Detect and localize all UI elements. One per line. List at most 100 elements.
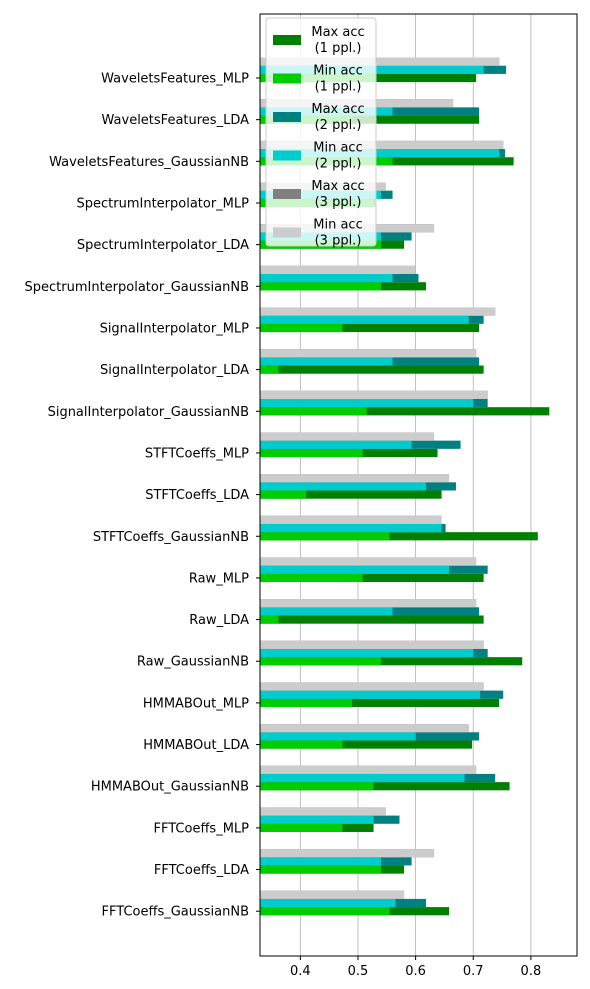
- y-tick-label: Raw_GaussianNB: [137, 655, 249, 670]
- x-tick-label: 0.4: [290, 964, 311, 979]
- legend-label: (2 ppl.): [315, 157, 362, 172]
- y-tick-label: STFTCoeffs_LDA: [145, 488, 249, 503]
- bar-Raw_GaussianNB-series-5: [260, 640, 484, 649]
- legend-swatch: [273, 227, 301, 238]
- bar-SpectrumInterpolator_GaussianNB-series-3: [260, 274, 393, 283]
- legend-label: Max acc: [311, 25, 364, 40]
- bar-SpectrumInterpolator_GaussianNB-series-5: [260, 265, 416, 274]
- bar-FFTCoeffs_GaussianNB-series-1: [260, 907, 390, 916]
- bar-FFTCoeffs_LDA-series-1: [260, 865, 382, 874]
- bar-Raw_MLP-series-3: [260, 565, 450, 574]
- legend-label: (1 ppl.): [315, 80, 362, 95]
- bar-HMMABOut_GaussianNB-series-1: [260, 782, 374, 791]
- bar-WaveletsFeatures_GaussianNB-series-3: [260, 149, 500, 158]
- bar-STFTCoeffs_LDA-series-0: [260, 490, 442, 499]
- legend-swatch: [273, 73, 301, 84]
- y-tick-label: WaveletsFeatures_LDA: [102, 113, 250, 128]
- legend-swatch: [273, 150, 301, 161]
- y-tick-label: SpectrumInterpolator_LDA: [77, 238, 249, 253]
- y-tick-label: Raw_MLP: [189, 571, 249, 586]
- legend-label: Min acc: [313, 218, 362, 233]
- bar-WaveletsFeatures_MLP-series-5: [260, 57, 500, 66]
- legend-label: (1 ppl.): [315, 41, 362, 56]
- legend-label: Min acc: [313, 141, 362, 156]
- legend-label: (2 ppl.): [315, 118, 362, 133]
- bar-STFTCoeffs_LDA-series-5: [260, 474, 450, 483]
- y-tick-label: FFTCoeffs_GaussianNB: [102, 905, 249, 920]
- bar-SignalInterpolator_LDA-series-3: [260, 357, 393, 366]
- y-tick-label: SignalInterpolator_LDA: [100, 363, 249, 378]
- bar-SignalInterpolator_MLP-series-5: [260, 307, 496, 316]
- bar-Raw_GaussianNB-series-1: [260, 657, 382, 666]
- legend-label: (3 ppl.): [315, 195, 362, 210]
- bar-Raw_MLP-series-5: [260, 557, 477, 566]
- bar-HMMABOut_MLP-series-0: [260, 698, 500, 707]
- x-axis-ticks: 0.4 0.5 0.6 0.7 0.8: [290, 956, 541, 979]
- bar-HMMABOut_LDA-series-0: [260, 740, 473, 749]
- bar-SignalInterpolator_MLP-series-3: [260, 315, 469, 324]
- bar-STFTCoeffs_LDA-series-3: [260, 482, 426, 491]
- bar-HMMABOut_LDA-series-1: [260, 740, 343, 749]
- bar-FFTCoeffs_GaussianNB-series-3: [260, 898, 396, 908]
- bar-FFTCoeffs_GaussianNB-series-5: [260, 890, 405, 899]
- bar-FFTCoeffs_MLP-series-3: [260, 815, 374, 824]
- bar-STFTCoeffs_GaussianNB-series-5: [260, 515, 442, 524]
- bar-STFTCoeffs_LDA-series-1: [260, 490, 307, 499]
- bar-HMMABOut_LDA-series-3: [260, 732, 416, 741]
- legend: Max acc(1 ppl.)Min acc(1 ppl.)Max acc(2 …: [265, 17, 377, 249]
- bar-Raw_GaussianNB-series-3: [260, 648, 474, 658]
- y-tick-label: HMMABOut_LDA: [143, 738, 249, 753]
- bar-SignalInterpolator_GaussianNB-series-5: [260, 390, 488, 399]
- legend-label: (3 ppl.): [315, 234, 362, 249]
- y-axis-ticks: WaveletsFeatures_MLP WaveletsFeatures_LDA…: [25, 72, 260, 920]
- y-tick-label: SpectrumInterpolator_GaussianNB: [25, 280, 249, 295]
- y-tick-label: FFTCoeffs_LDA: [154, 863, 249, 878]
- x-tick-label: 0.8: [521, 964, 542, 979]
- bar-Raw_LDA-series-3: [260, 607, 393, 616]
- bar-SignalInterpolator_GaussianNB-series-0: [260, 407, 550, 416]
- legend-swatch: [273, 189, 301, 199]
- bar-Raw_MLP-series-0: [260, 573, 484, 583]
- x-tick-label: 0.5: [348, 964, 369, 979]
- y-tick-label: SpectrumInterpolator_MLP: [77, 196, 250, 211]
- y-tick-label: WaveletsFeatures_GaussianNB: [49, 155, 249, 170]
- bar-Raw_LDA-series-5: [260, 599, 477, 608]
- bar-SpectrumInterpolator_GaussianNB-series-1: [260, 282, 382, 291]
- y-tick-label: FFTCoeffs_MLP: [154, 821, 250, 836]
- bar-HMMABOut_GaussianNB-series-3: [260, 773, 465, 783]
- legend-label: Max acc: [311, 102, 364, 117]
- bar-HMMABOut_MLP-series-1: [260, 698, 353, 707]
- bar-HMMABOut_MLP-series-3: [260, 690, 481, 699]
- bar-FFTCoeffs_LDA-series-3: [260, 857, 382, 866]
- bar-Raw_LDA-series-0: [260, 615, 484, 624]
- legend-swatch: [273, 35, 301, 45]
- x-tick-label: 0.7: [463, 964, 484, 979]
- y-tick-label: WaveletsFeatures_MLP: [101, 72, 249, 87]
- legend-swatch: [273, 112, 301, 122]
- bar-STFTCoeffs_GaussianNB-series-1: [260, 532, 390, 541]
- bar-Raw_LDA-series-1: [260, 615, 279, 624]
- y-tick-label: SignalInterpolator_GaussianNB: [48, 405, 249, 420]
- bar-FFTCoeffs_MLP-series-5: [260, 807, 386, 816]
- bar-HMMABOut_LDA-series-5: [260, 724, 469, 733]
- bar-STFTCoeffs_MLP-series-5: [260, 432, 435, 441]
- y-tick-label: STFTCoeffs_MLP: [145, 446, 249, 461]
- bar-HMMABOut_MLP-series-5: [260, 682, 484, 691]
- bar-SignalInterpolator_LDA-series-1: [260, 365, 279, 374]
- bar-HMMABOut_GaussianNB-series-0: [260, 782, 510, 791]
- y-tick-label: Raw_LDA: [189, 613, 249, 628]
- y-tick-label: STFTCoeffs_GaussianNB: [93, 530, 249, 545]
- bar-SignalInterpolator_MLP-series-0: [260, 323, 480, 333]
- legend-label: Max acc: [311, 179, 364, 194]
- bar-FFTCoeffs_MLP-series-1: [260, 823, 343, 832]
- bar-STFTCoeffs_GaussianNB-series-3: [260, 523, 442, 533]
- bar-HMMABOut_GaussianNB-series-5: [260, 765, 477, 774]
- y-tick-label: HMMABOut_MLP: [143, 696, 249, 711]
- axes-frame: [259, 13, 578, 957]
- bar-SignalInterpolator_GaussianNB-series-1: [260, 407, 367, 416]
- bar-Raw_MLP-series-1: [260, 573, 363, 583]
- bar-STFTCoeffs_GaussianNB-series-0: [260, 532, 538, 541]
- bar-STFTCoeffs_MLP-series-1: [260, 448, 363, 458]
